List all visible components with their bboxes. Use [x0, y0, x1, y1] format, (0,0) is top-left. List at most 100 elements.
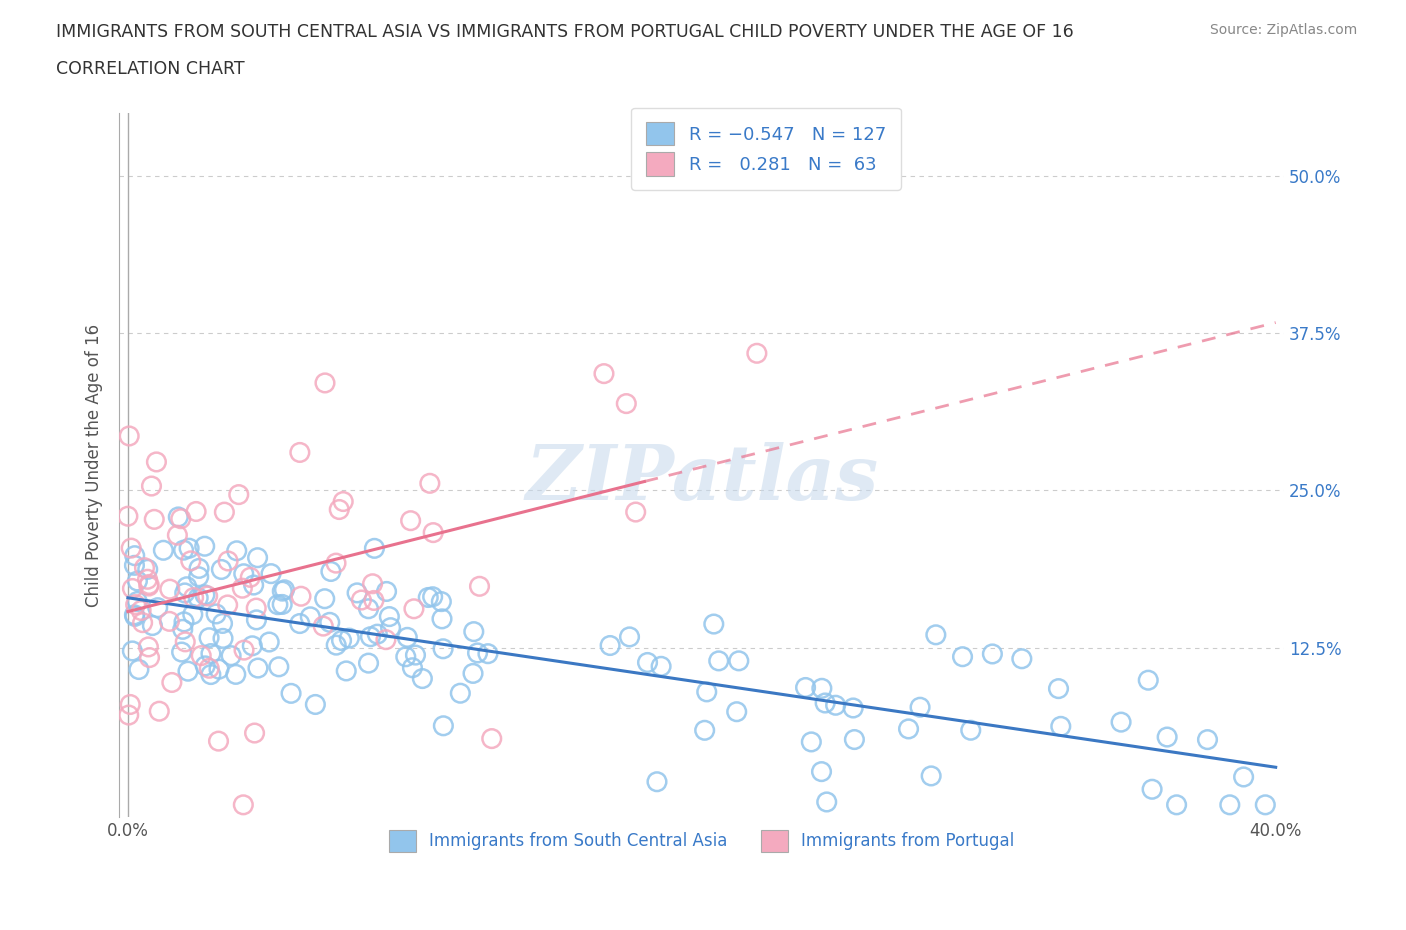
Point [402, 602, 425, 617]
Point [129, 603, 152, 618]
Point [1254, 797, 1277, 812]
Point [197, 589, 219, 604]
Point [205, 606, 228, 621]
Point [183, 591, 205, 605]
Point [246, 660, 269, 675]
Point [173, 615, 195, 630]
Point [299, 609, 322, 624]
Point [314, 376, 336, 391]
Point [359, 630, 381, 644]
Point [463, 624, 485, 639]
Point [225, 667, 247, 682]
Point [810, 764, 832, 779]
Point [138, 640, 160, 655]
Point [814, 696, 837, 711]
Point [176, 579, 198, 594]
Point [280, 686, 302, 701]
Point [288, 445, 311, 460]
Point [319, 615, 342, 630]
Point [141, 618, 163, 633]
Text: CORRELATION CHART: CORRELATION CHART [56, 60, 245, 78]
Point [745, 346, 768, 361]
Point [1140, 782, 1163, 797]
Point [477, 646, 499, 661]
Point [1156, 730, 1178, 745]
Point [925, 628, 948, 643]
Point [330, 633, 353, 648]
Point [375, 584, 398, 599]
Point [124, 607, 146, 622]
Point [145, 455, 167, 470]
Point [131, 616, 153, 631]
Point [399, 513, 422, 528]
Point [128, 662, 150, 677]
Point [190, 648, 212, 663]
Point [184, 504, 207, 519]
Point [430, 594, 453, 609]
Point [418, 590, 440, 604]
Point [273, 582, 295, 597]
Point [121, 581, 143, 596]
Point [245, 601, 267, 616]
Point [1197, 732, 1219, 747]
Point [959, 723, 981, 737]
Point [233, 643, 256, 658]
Point [908, 699, 931, 714]
Point [422, 525, 444, 540]
Point [693, 723, 716, 737]
Point [271, 584, 294, 599]
Point [842, 700, 865, 715]
Point [157, 614, 180, 629]
Point [361, 577, 384, 591]
Point [1011, 651, 1033, 666]
Point [824, 698, 846, 712]
Legend: Immigrants from South Central Asia, Immigrants from Portugal: Immigrants from South Central Asia, Immi… [382, 824, 1021, 858]
Point [288, 616, 311, 631]
Point [240, 638, 263, 653]
Point [124, 609, 146, 624]
Point [844, 732, 866, 747]
Point [1166, 797, 1188, 812]
Point [172, 622, 194, 637]
Point [194, 658, 217, 673]
Point [432, 642, 454, 657]
Point [366, 627, 388, 642]
Point [1219, 797, 1241, 812]
Point [207, 734, 229, 749]
Point [645, 775, 668, 790]
Point [920, 768, 942, 783]
Point [325, 556, 347, 571]
Point [430, 611, 453, 626]
Point [243, 725, 266, 740]
Text: Source: ZipAtlas.com: Source: ZipAtlas.com [1209, 23, 1357, 37]
Point [214, 505, 236, 520]
Point [267, 659, 290, 674]
Point [198, 661, 221, 676]
Point [599, 638, 621, 653]
Point [335, 663, 357, 678]
Point [725, 704, 748, 719]
Point [136, 572, 159, 587]
Point [217, 553, 239, 568]
Point [363, 541, 385, 556]
Point [981, 646, 1004, 661]
Text: ZIPatlas: ZIPatlas [526, 442, 879, 516]
Point [124, 558, 146, 573]
Point [1049, 719, 1071, 734]
Point [242, 578, 264, 592]
Point [124, 597, 146, 612]
Point [614, 396, 637, 411]
Point [160, 675, 183, 690]
Point [120, 698, 142, 712]
Point [194, 588, 217, 603]
Point [337, 631, 360, 645]
Point [159, 582, 181, 597]
Point [952, 649, 974, 664]
Point [1109, 714, 1132, 729]
Point [141, 479, 163, 494]
Point [225, 543, 247, 558]
Point [304, 697, 326, 711]
Point [449, 685, 471, 700]
Point [127, 594, 149, 609]
Point [217, 598, 239, 613]
